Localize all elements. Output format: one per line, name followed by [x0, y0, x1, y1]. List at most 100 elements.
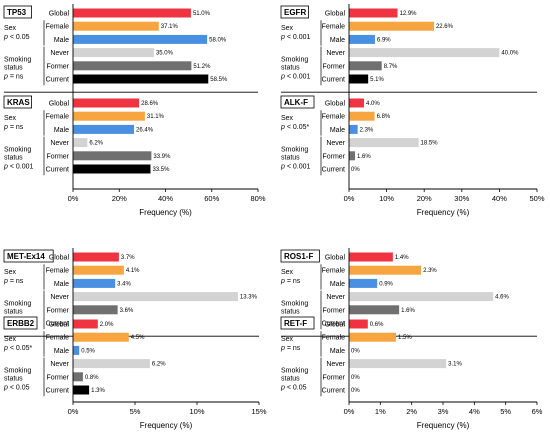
bar-global	[349, 98, 365, 108]
row-label-female: Female	[46, 268, 69, 275]
chart-3: MET-Ex14 Global 3.7% Female 4.1% Male 3.4% Neve…	[3, 248, 267, 430]
row-label-female: Female	[322, 335, 345, 342]
panel-egfr: EGFR Global 12.9% Female 22.6% Male 6.9% Never 4…	[280, 5, 537, 93]
sex-p-value: p = ns	[280, 345, 301, 352]
bar-female	[349, 265, 422, 275]
panel-kras: KRAS Global 28.6% Female 31.1% Male 26.4% Never…	[3, 95, 171, 176]
gene-label: KRAS	[7, 98, 30, 107]
panel-met-ex14: MET-Ex14 Global 3.7% Female 4.1% Male 3.4% Neve…	[3, 249, 259, 337]
value-label-female: 6.8%	[377, 114, 391, 120]
sex-label: Sex	[281, 269, 294, 276]
gene-label: ERBB2	[7, 319, 35, 328]
value-label-former: 0%	[351, 375, 360, 381]
x-tick-label: 0%	[68, 194, 79, 203]
row-label-global: Global	[325, 255, 346, 262]
value-label-female: 4.1%	[126, 268, 140, 274]
x-axis-title: Frequency (%)	[140, 421, 193, 430]
row-label-female: Female	[322, 114, 345, 121]
bar-female	[349, 21, 434, 31]
bar-male	[73, 278, 116, 288]
value-label-global: 2.0%	[100, 322, 114, 328]
bar-current	[73, 74, 209, 84]
bar-female	[73, 332, 129, 342]
row-label-never: Never	[50, 361, 69, 368]
bar-former	[73, 61, 192, 71]
sex-label: Sex	[281, 25, 294, 32]
value-label-current: 0%	[351, 388, 360, 394]
row-label-global: Global	[325, 101, 346, 108]
x-tick-label: 0%	[68, 407, 79, 416]
row-label-global: Global	[49, 101, 70, 108]
x-tick-label: 3%	[438, 407, 449, 416]
value-label-current: 33.5%	[152, 167, 170, 173]
panel-erbb2: ERBB2 Global 2.0% Female 4.5% Male 0.5% Never 6.…	[3, 316, 166, 397]
x-tick-label: 15%	[251, 407, 266, 416]
row-label-male: Male	[54, 37, 69, 44]
value-label-male: 0.9%	[379, 281, 393, 287]
value-label-female: 31.1%	[147, 114, 165, 120]
x-tick-label: 6%	[532, 407, 543, 416]
gene-label: RET-F	[284, 319, 307, 328]
bar-former	[349, 305, 400, 315]
bar-female	[73, 265, 124, 275]
bar-never	[73, 292, 238, 302]
value-label-never: 6.2%	[152, 362, 166, 368]
x-tick-label: 2%	[406, 407, 417, 416]
smoking-label-line2: status	[281, 155, 300, 162]
panel-alk-f: ALK-F Global 4.0% Female 6.8% Male 2.3% Never 18…	[280, 95, 438, 176]
row-label-never: Never	[326, 361, 345, 368]
smoking-label-line2: status	[4, 376, 23, 383]
sex-p-value: p = ns	[3, 278, 24, 285]
smoking-label-line1: Smoking	[281, 147, 308, 154]
sex-label: Sex	[4, 336, 17, 343]
bar-never	[349, 292, 494, 302]
value-label-female: 2.3%	[423, 268, 437, 274]
value-label-female: 4.5%	[131, 335, 145, 341]
row-label-former: Former	[46, 63, 69, 70]
row-label-never: Never	[326, 294, 345, 301]
row-label-former: Former	[322, 153, 345, 160]
smoking-p-value: p < 0.05	[280, 385, 307, 392]
gene-label: MET-Ex14	[7, 252, 45, 261]
row-label-male: Male	[54, 127, 69, 134]
row-label-current: Current	[322, 167, 345, 174]
row-label-current: Current	[46, 167, 69, 174]
row-label-female: Female	[46, 24, 69, 31]
row-label-former: Former	[46, 374, 69, 381]
bar-global	[349, 8, 398, 18]
chart-2: EGFR Global 12.9% Female 22.6% Male 6.9% Never 4…	[280, 4, 545, 217]
value-label-never: 6.2%	[89, 141, 103, 147]
chart-1: TP53 Global 51.0% Female 37.1% Male 58.0% Never…	[3, 4, 266, 217]
sex-label: Sex	[281, 336, 294, 343]
x-tick-label: 40%	[158, 194, 173, 203]
value-label-former: 3.6%	[120, 308, 134, 314]
row-label-global: Global	[49, 255, 70, 262]
row-label-former: Former	[322, 374, 345, 381]
value-label-current: 5.1%	[370, 77, 384, 83]
row-label-male: Male	[330, 127, 345, 134]
value-label-male: 58.0%	[209, 37, 227, 43]
row-label-female: Female	[322, 24, 345, 31]
bar-male	[73, 34, 208, 44]
bar-male	[73, 124, 135, 134]
bar-never	[349, 138, 419, 148]
smoking-label-line2: status	[281, 376, 300, 383]
value-label-never: 3.1%	[448, 362, 462, 368]
x-axis-title: Frequency (%)	[417, 421, 470, 430]
bar-former	[73, 372, 83, 382]
row-label-global: Global	[325, 11, 346, 18]
row-label-male: Male	[330, 348, 345, 355]
value-label-former: 1.6%	[401, 308, 415, 314]
value-label-male: 2.3%	[360, 127, 374, 133]
row-label-never: Never	[50, 294, 69, 301]
sex-p-value: p = ns	[3, 124, 24, 131]
value-label-global: 51.0%	[193, 11, 211, 17]
value-label-male: 26.4%	[136, 127, 154, 133]
sex-p-value: p < 0.001	[280, 34, 311, 41]
bar-former	[73, 305, 118, 315]
value-label-former: 51.2%	[193, 64, 211, 70]
smoking-label-line2: status	[281, 65, 300, 72]
bar-current	[73, 385, 90, 395]
smoking-p-value: p < 0.05	[3, 385, 30, 392]
smoking-label-line2: status	[4, 309, 23, 316]
